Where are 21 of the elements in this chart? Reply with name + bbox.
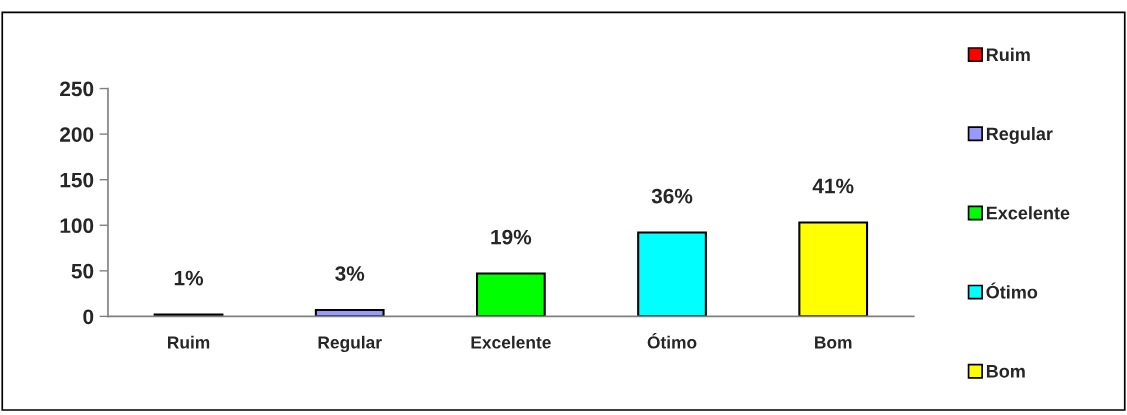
y-tick-label: 50 — [71, 263, 94, 279]
x-tick-label: Excelente — [471, 335, 551, 349]
y-tick-label: 250 — [60, 81, 94, 97]
y-tick-label: 150 — [60, 172, 94, 188]
legend-label: Ruim — [986, 47, 1030, 62]
x-tick-label: Ruim — [168, 335, 210, 349]
annotation: 19% — [491, 229, 532, 245]
annotation: 1% — [174, 270, 204, 286]
y-tick-label: 100 — [60, 218, 94, 234]
legend-label: Bom — [986, 365, 1025, 378]
legend-label: Regular — [986, 126, 1053, 144]
annotation: 3% — [335, 266, 365, 281]
annotation: 36% — [651, 188, 693, 204]
x-tick-label: Bom — [815, 336, 852, 349]
x-tick-label: Ótimo — [647, 333, 697, 349]
legend-label: Ótimo — [986, 282, 1038, 299]
x-tick-label: Regular — [318, 335, 382, 353]
y-tick-label: 200 — [60, 127, 94, 142]
legend-label: Excelente — [986, 206, 1070, 220]
y-tick-label: 0 — [83, 309, 94, 325]
annotation: 41% — [812, 178, 854, 194]
